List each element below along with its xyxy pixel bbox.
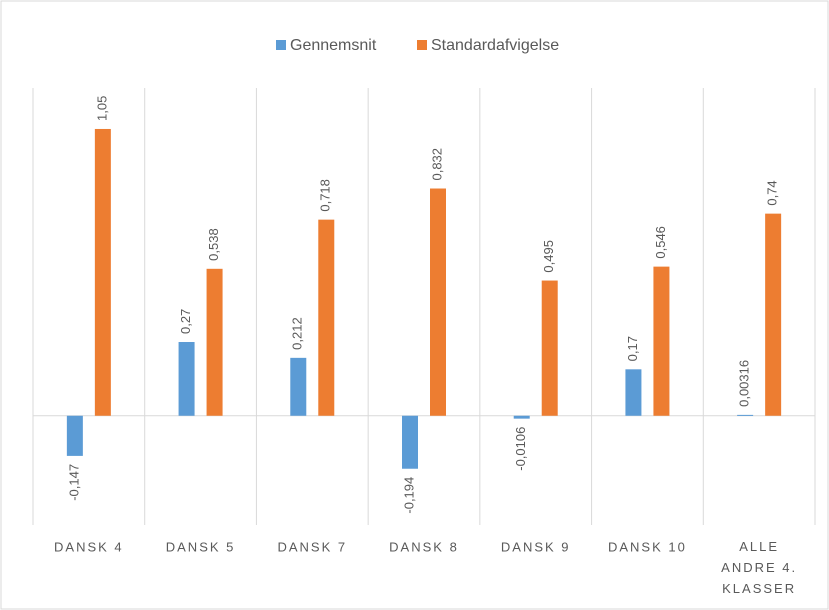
bar bbox=[541, 280, 558, 416]
legend-swatch bbox=[417, 40, 427, 50]
x-tick-label: ALLE ANDRE 4. KLASSER bbox=[721, 539, 797, 596]
data-label: 0,74 bbox=[765, 180, 780, 205]
bar bbox=[66, 415, 83, 456]
legend-label: Standardafvigelse bbox=[431, 37, 559, 54]
data-label: 0,00316 bbox=[737, 360, 752, 407]
x-tick-label: DANSK 8 bbox=[389, 539, 459, 554]
data-label: 0,17 bbox=[625, 336, 640, 361]
data-label: 0,538 bbox=[206, 228, 221, 261]
bar bbox=[290, 357, 307, 416]
bar bbox=[206, 268, 223, 416]
data-label: 0,718 bbox=[318, 179, 333, 212]
bar bbox=[94, 128, 111, 416]
bar bbox=[737, 414, 754, 416]
x-tick-label: DANSK 9 bbox=[501, 539, 571, 554]
bar bbox=[402, 415, 418, 469]
bar bbox=[653, 266, 670, 416]
x-tick-label: DANSK 4 bbox=[54, 539, 124, 554]
x-tick-label: DANSK 7 bbox=[277, 539, 347, 554]
bar bbox=[513, 415, 530, 419]
data-label: 0,546 bbox=[653, 226, 668, 259]
data-label: 1,05 bbox=[94, 96, 109, 121]
bar bbox=[625, 369, 642, 416]
data-label: -0,194 bbox=[401, 477, 416, 514]
bar bbox=[430, 188, 446, 416]
bar bbox=[318, 219, 335, 416]
x-tick-label: DANSK 10 bbox=[608, 539, 687, 554]
data-label: 0,832 bbox=[429, 148, 444, 181]
data-label: 0,495 bbox=[541, 240, 556, 273]
data-label: -0,0106 bbox=[513, 427, 528, 471]
data-label: 0,212 bbox=[290, 317, 305, 350]
bar bbox=[765, 213, 782, 416]
data-label: -0,147 bbox=[66, 464, 81, 501]
bar bbox=[178, 342, 195, 416]
legend-label: Gennemsnit bbox=[290, 37, 377, 54]
x-tick-label: DANSK 5 bbox=[166, 539, 236, 554]
legend-swatch bbox=[276, 40, 286, 50]
data-label: 0,27 bbox=[178, 309, 193, 334]
